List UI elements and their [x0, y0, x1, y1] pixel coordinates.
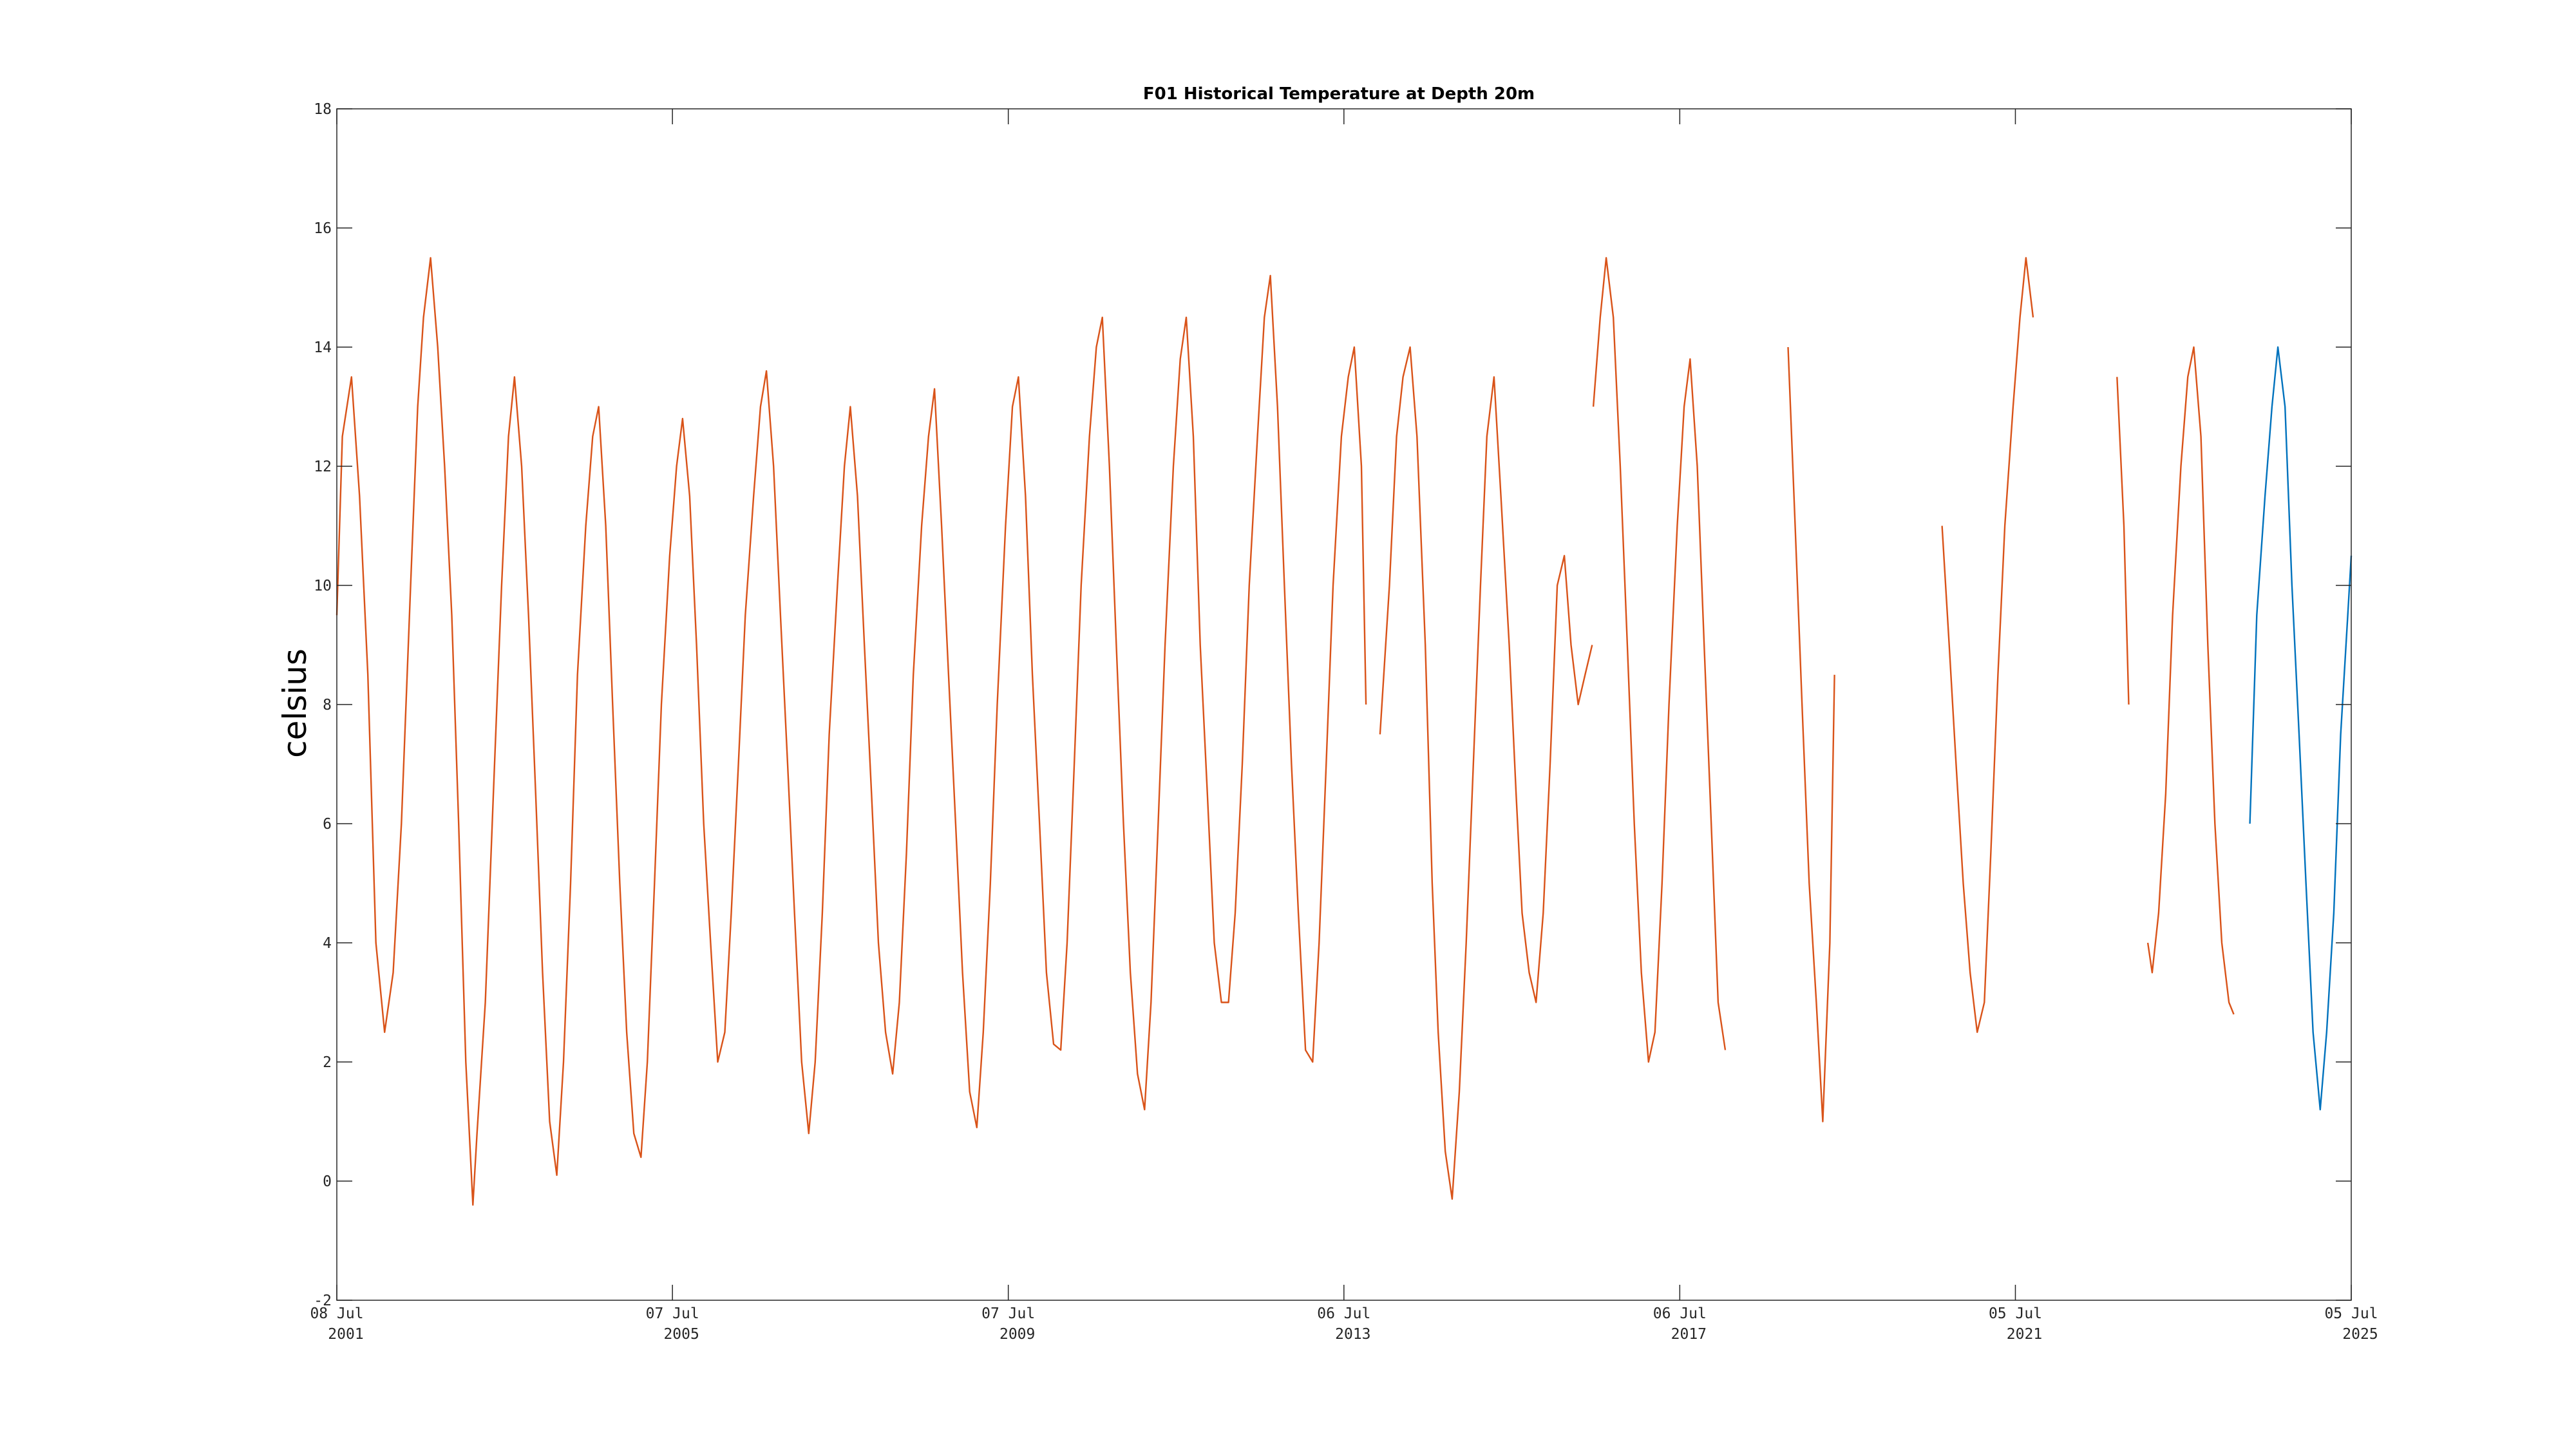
- series-1-segment-1: [336, 257, 1367, 1206]
- plot-area: [336, 257, 2353, 1206]
- y-tick-label: 12: [314, 459, 332, 475]
- x-tick-label-day: 06 Jul: [1317, 1305, 1370, 1322]
- x-tick-label-day: 05 Jul: [1989, 1305, 2042, 1322]
- series-1-segment-4: [1787, 346, 1835, 1122]
- x-tick-label-day: 06 Jul: [1653, 1305, 1707, 1322]
- x-tick-label-year: 2013: [1335, 1326, 1370, 1343]
- series-1-segment-5: [1941, 257, 2034, 1034]
- series-1-segment-6: [2116, 377, 2130, 705]
- series-1-segment-7: [2146, 346, 2235, 1015]
- y-tick-label: 4: [323, 935, 332, 952]
- y-axis-label: celsius: [276, 649, 314, 758]
- chart-title: F01 Historical Temperature at Depth 20m: [1143, 84, 1535, 104]
- y-tick-label: 6: [323, 816, 332, 833]
- x-tick-label-year: 2021: [2007, 1326, 2042, 1343]
- y-tick-label: -2: [314, 1293, 332, 1309]
- y-tick-label: 10: [314, 578, 332, 594]
- x-tick-label-day: 07 Jul: [646, 1305, 699, 1322]
- x-tick-label-year: 2005: [663, 1326, 699, 1343]
- x-tick-label-day: 07 Jul: [981, 1305, 1035, 1322]
- axes-frame: [336, 108, 2352, 1301]
- y-tick-label: 16: [314, 220, 332, 237]
- series-1-segment-3: [1592, 257, 1727, 1063]
- x-tick-label-year: 2017: [1671, 1326, 1707, 1343]
- y-tick-label: 14: [314, 339, 332, 356]
- x-tick-label-day: 08 Jul: [310, 1305, 363, 1322]
- y-tick-label: 8: [323, 697, 332, 714]
- y-axis: -2 0 2 4 6 8 10 12 14 16 18: [314, 101, 2351, 1309]
- x-tick-label-year: 2009: [999, 1326, 1035, 1343]
- x-axis: 08 Jul 2001 07 Jul 2005 07 Jul 2009 06 Jul 2013…: [310, 109, 2378, 1343]
- x-tick-label-day: 05 Jul: [2324, 1305, 2378, 1322]
- x-tick-label-year: 2025: [2342, 1326, 2378, 1343]
- series-1-segment-2: [1379, 346, 1593, 1200]
- y-tick-label: 2: [323, 1054, 332, 1071]
- y-tick-label: 18: [314, 101, 332, 118]
- y-tick-label: 0: [323, 1173, 332, 1190]
- x-tick-label-year: 2001: [328, 1326, 363, 1343]
